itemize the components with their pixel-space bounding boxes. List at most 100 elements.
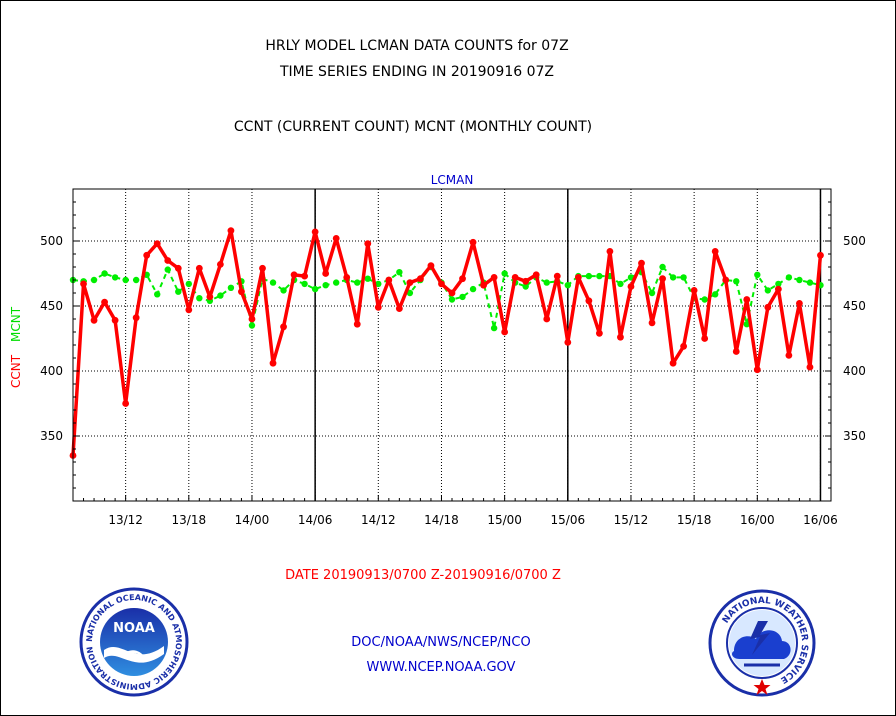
noaa-logo: NATIONAL OCEANIC AND ATMOSPHERIC ADMINIS… — [79, 587, 189, 697]
point-ccnt-34 — [427, 262, 435, 270]
y-tick-label-left-500: 500 — [40, 234, 63, 248]
y-tick-label-right-500: 500 — [843, 234, 866, 248]
point-ccnt-31 — [395, 305, 403, 312]
point-ccnt-32 — [406, 279, 414, 286]
point-mcnt-60 — [701, 296, 708, 303]
point-ccnt-64 — [743, 296, 751, 303]
point-ccnt-19 — [269, 359, 277, 367]
point-ccnt-17 — [248, 315, 256, 323]
point-ccnt-46 — [553, 272, 561, 280]
point-ccnt-67 — [774, 285, 782, 293]
point-ccnt-35 — [438, 280, 445, 288]
y-tick-label-left-350: 350 — [40, 429, 63, 443]
point-mcnt-24 — [322, 282, 329, 289]
x-tick-label-16-00: 16/00 — [740, 513, 775, 527]
point-mcnt-32 — [406, 289, 414, 297]
x-tick-label-15-18: 15/18 — [677, 513, 712, 527]
chart-subtitle: CCNT (CURRENT COUNT) MCNT (MONTHLY COUNT… — [233, 119, 593, 135]
y-tick-label-right-350: 350 — [843, 429, 866, 443]
point-ccnt-27 — [353, 320, 361, 328]
point-ccnt-68 — [785, 352, 793, 359]
point-mcnt-25 — [332, 279, 340, 286]
noaa-center-text: NOAA — [113, 621, 155, 636]
point-ccnt-61 — [711, 248, 719, 255]
point-ccnt-33 — [417, 275, 424, 283]
point-ccnt-51 — [606, 248, 614, 255]
point-ccnt-7 — [143, 251, 151, 259]
point-ccnt-25 — [332, 235, 340, 242]
point-mcnt-43 — [522, 283, 529, 290]
series-line-mcnt — [72, 266, 821, 330]
url-line: WWW.NCEP.NOAA.GOV — [367, 660, 516, 675]
point-ccnt-53 — [627, 283, 635, 290]
x-tick-label-13-12: 13/12 — [108, 513, 143, 527]
y-tick-label-left-400: 400 — [40, 364, 63, 378]
point-mcnt-66 — [764, 287, 772, 294]
nws-logo: NATIONAL WEATHER SERVICE — [708, 589, 816, 697]
chart-title-line1: HRLY MODEL LCMAN DATA COUNTS for 07Z — [265, 38, 569, 54]
date-range-label: DATE 20190913/0700 Z-20190916/0700 Z — [285, 568, 561, 583]
point-ccnt-52 — [617, 333, 624, 341]
point-mcnt-23 — [311, 285, 319, 293]
point-ccnt-12 — [195, 264, 203, 272]
x-tick-label-14-12: 14/12 — [361, 513, 396, 527]
point-ccnt-39 — [480, 281, 487, 289]
y-axis-label-mcnt: MCNT — [9, 306, 23, 342]
point-mcnt-11 — [185, 280, 193, 288]
point-mcnt-9 — [164, 266, 171, 273]
point-ccnt-62 — [722, 276, 730, 284]
point-ccnt-20 — [280, 323, 287, 331]
point-mcnt-63 — [733, 278, 740, 285]
point-ccnt-26 — [343, 274, 351, 281]
point-ccnt-6 — [132, 314, 140, 322]
x-tick-label-15-06: 15/06 — [551, 513, 586, 527]
point-ccnt-60 — [701, 335, 709, 342]
point-mcnt-57 — [669, 274, 677, 281]
chart-title-line2: TIME SERIES ENDING IN 20190916 07Z — [280, 64, 554, 80]
point-mcnt-50 — [596, 272, 603, 280]
y-tick-label-right-450: 450 — [843, 299, 866, 313]
point-ccnt-56 — [659, 275, 666, 283]
x-tick-label-14-00: 14/00 — [235, 513, 270, 527]
chart-panel-title: LCMAN — [431, 173, 474, 187]
point-mcnt-55 — [648, 289, 656, 297]
point-ccnt-30 — [385, 276, 393, 284]
point-ccnt-58 — [680, 342, 688, 350]
point-mcnt-6 — [132, 276, 140, 284]
point-mcnt-45 — [543, 279, 550, 286]
point-ccnt-57 — [669, 359, 677, 367]
point-ccnt-28 — [364, 240, 372, 248]
point-ccnt-63 — [732, 348, 740, 355]
point-ccnt-70 — [806, 363, 814, 371]
point-mcnt-29 — [375, 280, 382, 288]
point-ccnt-44 — [532, 271, 540, 279]
point-ccnt-66 — [764, 303, 772, 311]
point-ccnt-47 — [564, 339, 572, 346]
point-mcnt-14 — [217, 292, 224, 299]
point-mcnt-58 — [680, 274, 687, 281]
point-mcnt-68 — [785, 274, 793, 281]
x-tick-label-13-18: 13/18 — [172, 513, 207, 527]
point-ccnt-29 — [374, 303, 382, 311]
point-ccnt-38 — [469, 238, 477, 246]
point-ccnt-1 — [80, 280, 87, 288]
point-mcnt-36 — [448, 296, 456, 303]
ccnt-series-layer — [69, 227, 824, 459]
point-mcnt-38 — [469, 285, 477, 293]
point-ccnt-4 — [111, 316, 119, 324]
point-mcnt-17 — [248, 322, 256, 329]
point-mcnt-37 — [459, 293, 466, 301]
point-mcnt-28 — [364, 275, 371, 282]
point-mcnt-31 — [396, 269, 403, 276]
point-ccnt-65 — [753, 366, 761, 374]
point-ccnt-45 — [543, 315, 551, 323]
point-mcnt-67 — [775, 280, 782, 288]
point-ccnt-42 — [511, 274, 519, 281]
point-ccnt-49 — [585, 297, 593, 305]
point-mcnt-40 — [490, 324, 498, 332]
point-mcnt-20 — [280, 287, 287, 294]
point-ccnt-5 — [122, 400, 130, 407]
point-ccnt-24 — [322, 270, 330, 277]
x-tick-label-15-12: 15/12 — [614, 513, 649, 527]
